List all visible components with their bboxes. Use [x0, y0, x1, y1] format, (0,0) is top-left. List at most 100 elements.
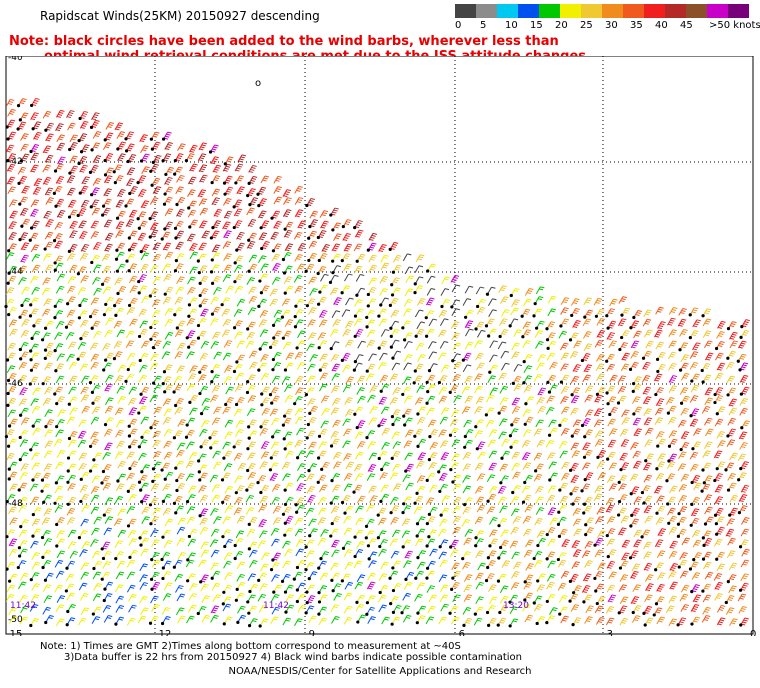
wind-barb [149, 163, 159, 173]
contamination-dot [474, 327, 478, 331]
wind-barb [68, 141, 78, 152]
wind-barb [340, 253, 351, 263]
wind-barb [187, 297, 198, 307]
wind-barb [211, 188, 221, 197]
contamination-dot [128, 555, 132, 559]
wind-barb [140, 295, 150, 304]
contamination-dot [461, 557, 465, 561]
wind-barb [212, 164, 222, 173]
contamination-dot [331, 589, 335, 593]
contamination-dot [582, 455, 587, 459]
contamination-dot [30, 336, 34, 340]
wind-barb [173, 263, 184, 273]
wind-barb [388, 297, 399, 308]
wind-barb [102, 198, 112, 208]
wind-barb [92, 177, 102, 186]
contamination-dot [714, 522, 718, 526]
legend-swatch [623, 4, 644, 18]
contamination-dot [667, 444, 672, 448]
wind-barb [103, 188, 112, 197]
wind-barb [258, 210, 267, 219]
contamination-dot [536, 543, 540, 548]
contamination-dot [162, 370, 167, 374]
wind-barb [211, 244, 221, 253]
contamination-dot [282, 437, 286, 441]
wind-barb [7, 186, 16, 195]
contamination-dot [41, 565, 45, 570]
wind-barb [294, 197, 304, 205]
contamination-dot [90, 148, 94, 152]
wind-barb [533, 296, 544, 306]
contamination-dot [269, 345, 273, 349]
wind-barb [297, 243, 307, 251]
contamination-dot [738, 545, 743, 549]
contamination-dot [391, 610, 396, 614]
wind-barb [309, 288, 318, 296]
contamination-dot [233, 261, 237, 265]
contamination-dot [376, 536, 380, 540]
contamination-dot [185, 500, 190, 504]
contamination-dot [484, 413, 488, 417]
wind-barb [417, 297, 426, 306]
wind-barb [175, 186, 184, 195]
contamination-dot [101, 556, 106, 561]
wind-barb [175, 241, 184, 250]
wind-barb [19, 207, 29, 216]
wind-barb [18, 232, 29, 242]
contamination-dot [197, 470, 201, 474]
wind-barb [125, 253, 136, 263]
contamination-dot [536, 579, 540, 583]
contamination-dot [174, 236, 178, 240]
wind-barb [388, 241, 399, 251]
wind-barb [117, 153, 126, 162]
wind-barb [404, 266, 414, 275]
contamination-dot [713, 392, 717, 397]
contamination-dot [500, 456, 504, 460]
contamination-dot [115, 248, 119, 252]
contamination-dot [270, 216, 274, 220]
contamination-dot [461, 358, 465, 362]
contamination-dot [113, 304, 117, 308]
contamination-dot [535, 326, 539, 330]
contamination-dot [724, 600, 728, 605]
contamination-dot [8, 424, 12, 428]
contamination-dot [29, 226, 34, 230]
wind-barb [90, 142, 101, 152]
legend-swatch [560, 4, 581, 18]
wind-barb [54, 221, 64, 230]
wind-barb [283, 285, 294, 295]
contamination-dot [198, 514, 202, 518]
contamination-dot [473, 612, 477, 616]
legend-label: 10 [505, 20, 518, 31]
contamination-dot [329, 213, 333, 217]
contamination-dot [523, 580, 527, 584]
contamination-dot [112, 170, 116, 174]
contamination-dot [726, 356, 730, 360]
contamination-dot [389, 602, 393, 606]
contamination-dot [174, 403, 178, 408]
wind-barb [223, 156, 234, 166]
contamination-dot [413, 291, 417, 295]
wind-barb [222, 221, 231, 230]
contamination-dot [247, 425, 251, 429]
contamination-dot [150, 147, 155, 151]
wind-barb [8, 232, 17, 240]
wind-barb [42, 277, 51, 286]
legend-label: 30 [605, 20, 618, 31]
wind-barb [32, 186, 42, 195]
contamination-dot [316, 271, 320, 276]
contamination-dot [449, 545, 453, 549]
contamination-dot [7, 249, 11, 253]
contamination-dot [116, 479, 120, 483]
contamination-dot [281, 512, 286, 516]
wind-barb [29, 297, 39, 307]
contamination-dot [367, 557, 371, 561]
contamination-dot [259, 490, 263, 495]
contamination-dot [439, 513, 443, 517]
contamination-dot [582, 511, 586, 515]
contamination-dot [632, 315, 636, 320]
contamination-dot [619, 468, 623, 472]
contamination-dot [76, 272, 81, 276]
wind-barb [164, 141, 173, 150]
wind-barb [19, 153, 30, 163]
